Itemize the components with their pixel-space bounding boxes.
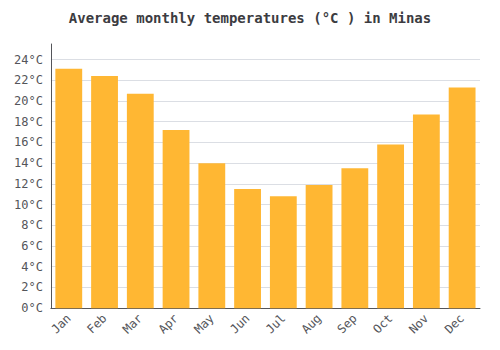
svg-text:Dec: Dec [442, 311, 467, 336]
svg-text:Aug: Aug [299, 311, 324, 336]
svg-text:4°C: 4°C [21, 260, 43, 274]
svg-text:14°C: 14°C [14, 156, 43, 170]
svg-text:Sep: Sep [335, 311, 360, 336]
svg-text:Nov: Nov [406, 311, 431, 336]
svg-text:May: May [192, 311, 217, 336]
svg-text:Oct: Oct [370, 311, 395, 336]
svg-text:2°C: 2°C [21, 280, 43, 294]
svg-text:12°C: 12°C [14, 177, 43, 191]
svg-text:Apr: Apr [156, 311, 181, 336]
svg-text:Mar: Mar [120, 311, 145, 336]
svg-text:Feb: Feb [84, 311, 109, 336]
svg-text:8°C: 8°C [21, 218, 43, 232]
svg-text:10°C: 10°C [14, 198, 43, 212]
svg-text:Jul: Jul [263, 311, 288, 336]
svg-text:Jun: Jun [227, 311, 252, 336]
svg-text:6°C: 6°C [21, 239, 43, 253]
svg-text:24°C: 24°C [14, 53, 43, 67]
svg-text:0°C: 0°C [21, 301, 43, 315]
svg-text:16°C: 16°C [14, 135, 43, 149]
svg-text:18°C: 18°C [14, 115, 43, 129]
svg-text:20°C: 20°C [14, 94, 43, 108]
svg-text:22°C: 22°C [14, 73, 43, 87]
svg-text:Jan: Jan [49, 311, 74, 336]
svg-text:Average monthly temperatures (: Average monthly temperatures (°C ) in Mi… [69, 10, 431, 26]
